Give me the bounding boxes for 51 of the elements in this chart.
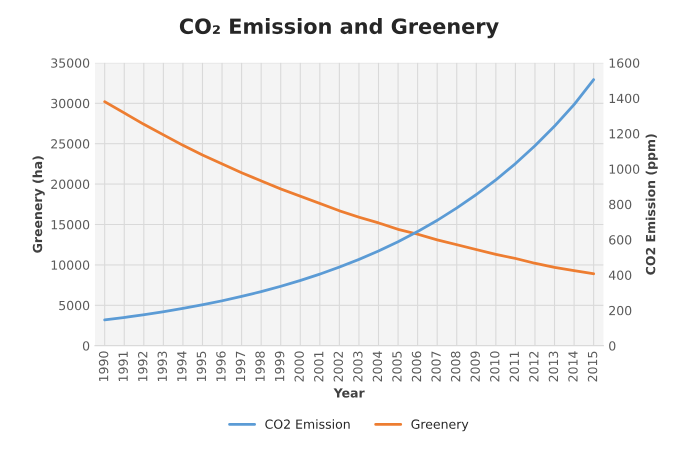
y-axis-title: Greenery (ha) (32, 156, 45, 253)
x-tick-label: 2014 (568, 351, 578, 382)
y2-tick-label: 1400 (610, 94, 640, 104)
x-tick-label: 2008 (450, 351, 460, 382)
x-tick-label: 2006 (412, 351, 422, 382)
x-tick-label: 1991 (118, 352, 128, 382)
y2-tick-label: 0 (609, 341, 616, 351)
y2-axis-title: CO2 Emission (ppm) (646, 134, 658, 275)
legend-label: CO2 Emission (265, 419, 350, 429)
x-tick-label: 1996 (216, 351, 226, 382)
x-tick-label: 2012 (529, 352, 539, 382)
y2-tick-label: 400 (608, 270, 632, 280)
x-tick-label: 2009 (470, 351, 480, 382)
x-tick-label: 2011 (510, 352, 520, 382)
y2-tick-label: 1600 (610, 58, 640, 68)
line-series (103, 78, 596, 322)
y-tick-label: 35000 (51, 58, 90, 68)
x-tick-label: 1994 (177, 351, 187, 382)
line-series (103, 100, 596, 276)
y-tick-label: 0 (82, 341, 90, 351)
x-tick-label: 2000 (294, 351, 304, 382)
y2-tick-label: 800 (609, 200, 632, 210)
x-tick-label: 1999 (274, 351, 284, 382)
x-tick-label: 1993 (158, 352, 167, 382)
y-tick-label: 20000 (51, 180, 90, 190)
y2-tick-label: 600 (609, 235, 632, 245)
legend-label: Greenery (411, 419, 468, 432)
x-tick-label: 2013 (548, 352, 558, 382)
y-tick-label: 10000 (52, 260, 90, 270)
x-tick-label: 2005 (392, 352, 402, 382)
x-tick-label: 1998 (255, 351, 265, 382)
x-tick-label: 1992 (138, 352, 148, 382)
x-tick-label: 2001 (314, 352, 324, 382)
x-tick-label: 2002 (334, 352, 344, 382)
x-tick-label: 1995 (196, 352, 206, 382)
x-tick-label: 2004 (372, 351, 382, 382)
x-tick-label: 2015 (588, 352, 598, 382)
x-tick-label: 2003 (353, 352, 363, 382)
y-tick-label: 15000 (52, 220, 90, 230)
x-tick-label: 2010 (490, 351, 500, 382)
y-tick-label: 5000 (59, 300, 90, 310)
x-tick-label: 2007 (431, 352, 441, 382)
x-axis-title: Year (334, 388, 365, 398)
chart-title: CO₂ Emission and Greenery (180, 18, 499, 38)
y-tick-label: 30000 (51, 98, 90, 108)
y2-tick-label: 1000 (610, 164, 640, 174)
x-tick-label: 1997 (236, 352, 246, 382)
y-tick-label: 25000 (51, 139, 90, 149)
y2-tick-label: 1200 (610, 129, 640, 139)
x-tick-label: 1990 (98, 351, 108, 382)
y2-tick-label: 200 (609, 306, 632, 316)
